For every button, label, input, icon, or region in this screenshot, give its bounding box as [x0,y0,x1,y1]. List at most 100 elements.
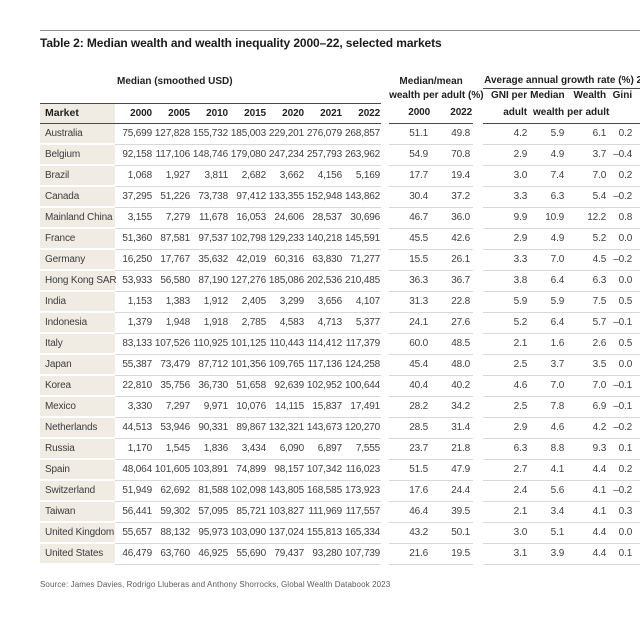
clipped-cell [635,270,640,292]
median-value-cell: 111,969 [305,501,343,523]
growth-value-cell: 3.0 [483,522,531,544]
clipped-cell [635,522,640,544]
median-value-cell: 97,412 [229,186,267,208]
clipped-cell [635,459,640,481]
column-header-row: Market 2000 2005 2010 2015 2020 2021 202… [40,102,640,124]
clipped-cell [635,417,640,439]
wealth-table: Median (smoothed USD) Median/mean Averag… [40,74,640,565]
clipped-cell [635,354,640,376]
growth-value-cell: 2.9 [483,228,531,250]
market-cell: Switzerland [40,480,115,502]
market-cell: Canada [40,186,115,208]
growth-value-cell: 3.5 [567,354,610,376]
median-mean-value-cell: 27.6 [431,312,474,334]
median-mean-value-cell: 24.4 [431,480,474,502]
median-value-cell: 10,076 [229,396,267,418]
column-gutter [381,186,389,207]
clipped-cell [635,438,640,460]
growth-value-cell: 3.0 [483,165,531,187]
median-value-cell: 48,064 [115,459,153,481]
column-gutter [381,354,389,375]
median-value-cell: 110,925 [191,333,229,355]
median-value-cell: 127,276 [229,270,267,292]
median-mean-value-cell: 36.0 [431,207,474,229]
market-cell: Mexico [40,396,115,418]
growth-value-cell: 3.7 [530,354,568,376]
median-value-cell: 6,090 [267,438,305,460]
median-mean-value-cell: 19.5 [431,543,474,565]
median-value-cell: 1,383 [153,291,191,313]
median-value-cell: 4,713 [305,312,343,334]
median-mean-value-cell: 43.2 [389,522,432,544]
table-row: Mainland China 3,155 7,279 11,678 16,053 24,6… [40,207,640,229]
column-gutter [473,522,483,543]
column-gutter [381,74,389,88]
growth-value-cell: 0.0 [609,270,636,292]
median-mean-value-cell: 39.5 [431,501,474,523]
growth-value-cell: 2.6 [567,333,610,355]
column-gutter [381,123,389,144]
median-value-cell: 143,862 [343,186,382,208]
median-value-cell: 92,158 [115,144,153,166]
median-value-cell: 24,606 [267,207,305,229]
empty-cell [40,74,115,88]
median-value-cell: 1,948 [153,312,191,334]
growth-value-cell: 6.9 [567,396,610,418]
median-mean-value-cell: 37.2 [431,186,474,208]
median-mean-value-cell: 47.9 [431,459,474,481]
median-mean-value-cell: 48.0 [431,354,474,376]
median-value-cell: 46,925 [191,543,229,565]
median-value-cell: 140,218 [305,228,343,250]
growth-value-cell: 0.0 [609,228,636,250]
median-value-cell: 16,250 [115,249,153,271]
median-value-cell: 55,387 [115,354,153,376]
median-value-cell: 51,949 [115,480,153,502]
median-value-cell: 120,270 [343,417,382,439]
median-value-cell: 110,443 [267,333,305,355]
median-value-cell: 4,156 [305,165,343,187]
growth-value-cell: 5.7 [567,312,610,334]
column-gutter [381,333,389,354]
column-gutter [381,249,389,270]
col-header-gini-line1: Gini [612,90,633,102]
median-value-cell: 36,730 [191,375,229,397]
median-value-cell: 1,912 [191,291,229,313]
growth-value-cell: 5.2 [483,312,531,334]
column-gutter [473,186,483,207]
median-value-cell: 133,355 [267,186,305,208]
empty-cell [40,88,115,103]
growth-value-cell: 5.9 [530,291,568,313]
clipped-cell [635,291,640,313]
median-value-cell: 22,810 [115,375,153,397]
growth-value-cell: 4.6 [483,375,531,397]
table-title: Table 2: Median wealth and wealth inequa… [40,36,442,50]
col-header-gni-line1: GNI per [490,90,528,102]
column-gutter [473,501,483,522]
median-value-cell: 3,662 [267,165,305,187]
table-row: United States 46,479 63,760 46,925 55,690 79,… [40,543,640,565]
median-value-cell: 56,580 [153,270,191,292]
median-value-cell: 35,756 [153,375,191,397]
column-gutter [381,375,389,396]
market-cell: United Kingdom [40,522,115,544]
growth-value-cell: 1.6 [530,333,568,355]
median-mean-value-cell: 24.1 [389,312,432,334]
growth-value-cell: –0.2 [609,249,636,271]
growth-value-cell: 5.1 [530,522,568,544]
median-mean-value-cell: 36.3 [389,270,432,292]
median-value-cell: 1,170 [115,438,153,460]
col-header-median-wealth-line1: Median [530,90,565,102]
median-value-cell: 3,299 [267,291,305,313]
column-gutter [381,228,389,249]
median-value-cell: 1,379 [115,312,153,334]
top-divider [40,30,640,31]
median-value-cell: 73,479 [153,354,191,376]
growth-value-cell: 10.9 [530,207,568,229]
growth-value-cell: 6.4 [530,312,568,334]
median-mean-value-cell: 17.7 [389,165,432,187]
median-value-cell: 1,836 [191,438,229,460]
growth-value-cell: 4.6 [530,417,568,439]
growth-value-cell: 5.9 [530,123,568,145]
median-mean-value-cell: 45.5 [389,228,432,250]
col-header-year-2015: 2015 [229,102,267,124]
